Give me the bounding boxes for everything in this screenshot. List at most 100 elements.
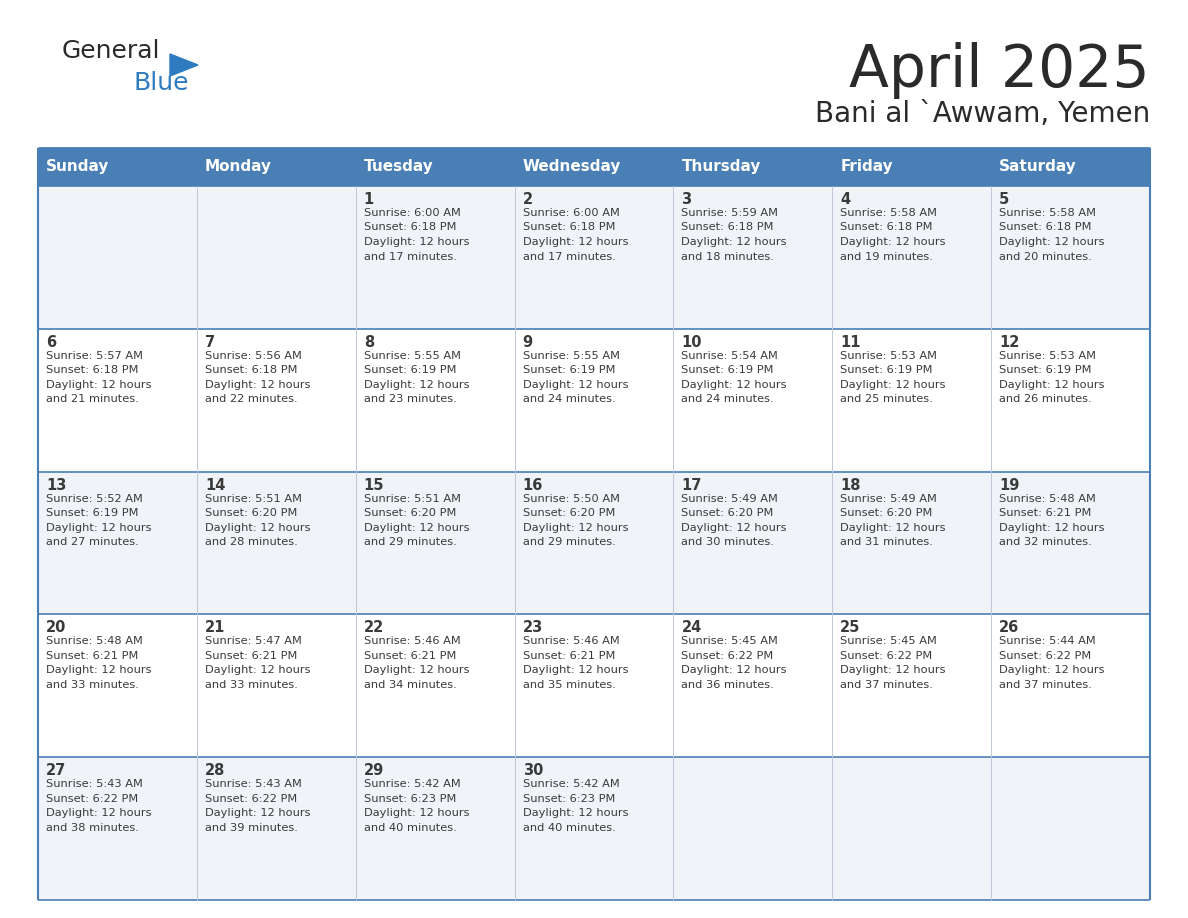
Text: Saturday: Saturday (999, 160, 1076, 174)
Bar (674, 148, 833, 186)
Text: 25: 25 (840, 621, 860, 635)
Text: Sunrise: 5:46 AM: Sunrise: 5:46 AM (364, 636, 461, 646)
Text: Sunset: 6:23 PM: Sunset: 6:23 PM (523, 794, 615, 803)
Text: 17: 17 (682, 477, 702, 493)
Text: Sunrise: 5:46 AM: Sunrise: 5:46 AM (523, 636, 619, 646)
Text: Sunday: Sunday (46, 160, 109, 174)
Bar (197, 148, 355, 186)
Text: Sunrise: 5:50 AM: Sunrise: 5:50 AM (523, 494, 620, 504)
Text: 21: 21 (204, 621, 226, 635)
Text: Sunset: 6:19 PM: Sunset: 6:19 PM (46, 508, 139, 518)
Text: 1: 1 (364, 192, 374, 207)
Text: Sunrise: 5:51 AM: Sunrise: 5:51 AM (204, 494, 302, 504)
Text: Sunset: 6:18 PM: Sunset: 6:18 PM (523, 222, 615, 232)
Text: Sunset: 6:21 PM: Sunset: 6:21 PM (204, 651, 297, 661)
Text: Sunrise: 6:00 AM: Sunrise: 6:00 AM (523, 208, 619, 218)
Text: Sunrise: 5:44 AM: Sunrise: 5:44 AM (999, 636, 1095, 646)
Text: Sunrise: 5:45 AM: Sunrise: 5:45 AM (682, 636, 778, 646)
Text: Sunset: 6:20 PM: Sunset: 6:20 PM (364, 508, 456, 518)
Text: Daylight: 12 hours: Daylight: 12 hours (523, 666, 628, 676)
Text: and 18 minutes.: and 18 minutes. (682, 252, 775, 262)
Text: and 37 minutes.: and 37 minutes. (999, 680, 1092, 690)
Text: Sunset: 6:23 PM: Sunset: 6:23 PM (364, 794, 456, 803)
Bar (38, 329, 1150, 472)
Bar (514, 148, 674, 186)
Text: Sunset: 6:18 PM: Sunset: 6:18 PM (999, 222, 1092, 232)
Text: Daylight: 12 hours: Daylight: 12 hours (46, 808, 152, 818)
Bar (38, 148, 197, 186)
Text: Sunrise: 5:42 AM: Sunrise: 5:42 AM (364, 779, 461, 789)
Text: Sunrise: 6:00 AM: Sunrise: 6:00 AM (364, 208, 461, 218)
Text: Sunrise: 5:55 AM: Sunrise: 5:55 AM (364, 351, 461, 361)
Text: 8: 8 (364, 335, 374, 350)
Text: 30: 30 (523, 763, 543, 778)
Text: Daylight: 12 hours: Daylight: 12 hours (840, 237, 946, 247)
Bar (38, 472, 1150, 614)
Text: Sunset: 6:22 PM: Sunset: 6:22 PM (46, 794, 138, 803)
Text: Daylight: 12 hours: Daylight: 12 hours (204, 380, 310, 390)
Text: April 2025: April 2025 (849, 42, 1150, 99)
Text: Sunset: 6:18 PM: Sunset: 6:18 PM (682, 222, 773, 232)
Text: and 38 minutes.: and 38 minutes. (46, 823, 139, 833)
Text: Blue: Blue (134, 71, 190, 95)
Text: Daylight: 12 hours: Daylight: 12 hours (999, 666, 1105, 676)
Text: Sunset: 6:22 PM: Sunset: 6:22 PM (840, 651, 933, 661)
Text: 6: 6 (46, 335, 56, 350)
Text: 16: 16 (523, 477, 543, 493)
Text: 24: 24 (682, 621, 702, 635)
Text: Sunset: 6:18 PM: Sunset: 6:18 PM (46, 365, 139, 375)
Text: Sunset: 6:21 PM: Sunset: 6:21 PM (46, 651, 138, 661)
Text: Daylight: 12 hours: Daylight: 12 hours (523, 522, 628, 532)
Text: 4: 4 (840, 192, 851, 207)
Text: and 30 minutes.: and 30 minutes. (682, 537, 775, 547)
Text: and 40 minutes.: and 40 minutes. (523, 823, 615, 833)
Text: Sunrise: 5:49 AM: Sunrise: 5:49 AM (682, 494, 778, 504)
Text: Sunrise: 5:43 AM: Sunrise: 5:43 AM (46, 779, 143, 789)
Text: Sunset: 6:21 PM: Sunset: 6:21 PM (523, 651, 615, 661)
Text: Monday: Monday (204, 160, 272, 174)
Text: Sunrise: 5:53 AM: Sunrise: 5:53 AM (840, 351, 937, 361)
Text: Sunset: 6:19 PM: Sunset: 6:19 PM (364, 365, 456, 375)
Text: and 21 minutes.: and 21 minutes. (46, 395, 139, 404)
Text: Sunrise: 5:58 AM: Sunrise: 5:58 AM (840, 208, 937, 218)
Text: and 17 minutes.: and 17 minutes. (364, 252, 456, 262)
Text: and 23 minutes.: and 23 minutes. (364, 395, 456, 404)
Text: Sunset: 6:19 PM: Sunset: 6:19 PM (682, 365, 773, 375)
Text: and 33 minutes.: and 33 minutes. (204, 680, 298, 690)
Text: Sunrise: 5:58 AM: Sunrise: 5:58 AM (999, 208, 1097, 218)
Text: Daylight: 12 hours: Daylight: 12 hours (364, 808, 469, 818)
Bar (38, 614, 1150, 757)
Text: and 36 minutes.: and 36 minutes. (682, 680, 775, 690)
Text: 15: 15 (364, 477, 384, 493)
Text: 26: 26 (999, 621, 1019, 635)
Bar (991, 148, 1150, 186)
Text: Sunset: 6:21 PM: Sunset: 6:21 PM (364, 651, 456, 661)
Text: Sunset: 6:19 PM: Sunset: 6:19 PM (999, 365, 1092, 375)
Text: and 29 minutes.: and 29 minutes. (523, 537, 615, 547)
Text: Sunset: 6:21 PM: Sunset: 6:21 PM (999, 508, 1092, 518)
Text: Daylight: 12 hours: Daylight: 12 hours (840, 666, 946, 676)
Text: and 26 minutes.: and 26 minutes. (999, 395, 1092, 404)
Text: Sunrise: 5:54 AM: Sunrise: 5:54 AM (682, 351, 778, 361)
Text: and 34 minutes.: and 34 minutes. (364, 680, 456, 690)
Text: 23: 23 (523, 621, 543, 635)
Text: and 24 minutes.: and 24 minutes. (682, 395, 775, 404)
Text: Daylight: 12 hours: Daylight: 12 hours (682, 380, 786, 390)
Text: and 27 minutes.: and 27 minutes. (46, 537, 139, 547)
Text: Daylight: 12 hours: Daylight: 12 hours (999, 380, 1105, 390)
Text: Sunrise: 5:53 AM: Sunrise: 5:53 AM (999, 351, 1097, 361)
Text: Sunset: 6:22 PM: Sunset: 6:22 PM (204, 794, 297, 803)
Polygon shape (170, 54, 198, 76)
Text: Sunset: 6:19 PM: Sunset: 6:19 PM (840, 365, 933, 375)
Text: Sunrise: 5:47 AM: Sunrise: 5:47 AM (204, 636, 302, 646)
Text: 2: 2 (523, 192, 532, 207)
Text: and 17 minutes.: and 17 minutes. (523, 252, 615, 262)
Text: 12: 12 (999, 335, 1019, 350)
Text: Daylight: 12 hours: Daylight: 12 hours (999, 237, 1105, 247)
Text: Daylight: 12 hours: Daylight: 12 hours (46, 666, 152, 676)
Text: 20: 20 (46, 621, 67, 635)
Text: Daylight: 12 hours: Daylight: 12 hours (204, 522, 310, 532)
Text: and 37 minutes.: and 37 minutes. (840, 680, 933, 690)
Text: 14: 14 (204, 477, 226, 493)
Text: Sunset: 6:19 PM: Sunset: 6:19 PM (523, 365, 615, 375)
